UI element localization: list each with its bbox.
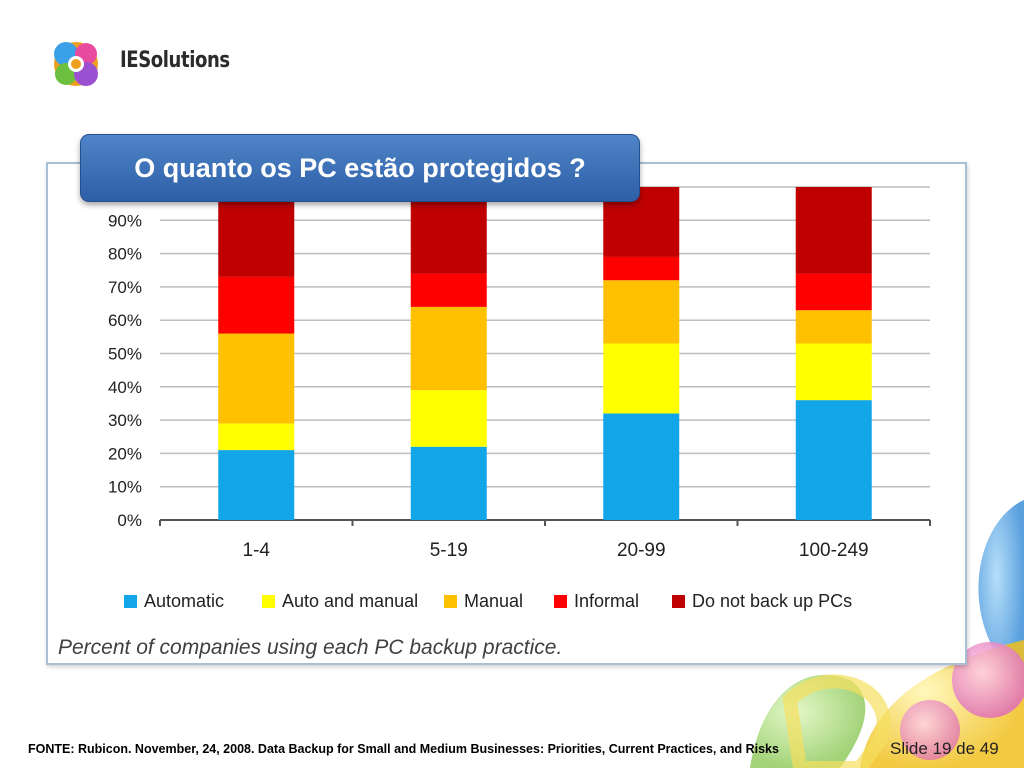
bar-segment-automatic xyxy=(218,450,295,520)
bar-segment-auto-and-manual xyxy=(603,343,680,414)
bar-segment-auto-and-manual xyxy=(795,343,872,401)
y-tick-label: 80% xyxy=(108,245,142,264)
logo-text: IESolutions xyxy=(120,48,230,73)
y-tick-label: 50% xyxy=(108,345,142,364)
y-tick-label: 40% xyxy=(108,378,142,397)
y-tick-label: 70% xyxy=(108,278,142,297)
logo-gear-icon xyxy=(54,42,98,86)
x-tick-label: 100-249 xyxy=(799,540,869,561)
y-tick-label: 0% xyxy=(117,511,142,530)
y-tick-label: 90% xyxy=(108,211,142,230)
bar-segment-automatic xyxy=(795,400,872,520)
legend-label: Auto and manual xyxy=(282,591,418,611)
bar-segment-informal xyxy=(410,273,487,307)
slide-number: Slide 19 de 49 xyxy=(890,739,999,758)
legend-swatch xyxy=(444,595,457,608)
legend-label: Manual xyxy=(464,591,523,611)
bar-segment-manual xyxy=(795,310,872,344)
bar-segment-auto-and-manual xyxy=(218,423,295,451)
y-tick-label: 10% xyxy=(108,478,142,497)
x-tick-label: 1-4 xyxy=(243,540,271,561)
y-tick-label: 60% xyxy=(108,311,142,330)
stacked-bar-chart: 0% 10% 20% 30% 40% 50% 60% 70% 80% 90% 1-4 5-19 20-9… xyxy=(108,186,931,611)
source-citation: FONTE: Rubicon. November, 24, 2008. Data… xyxy=(28,742,779,756)
title-banner: O quanto os PC estão protegidos ? xyxy=(80,134,640,202)
legend-swatch xyxy=(124,595,137,608)
legend-swatch xyxy=(262,595,275,608)
bar-segment-manual xyxy=(603,280,680,344)
y-tick-label: 30% xyxy=(108,411,142,430)
legend-label: Automatic xyxy=(144,591,224,611)
bar-segment-informal xyxy=(603,256,680,281)
bar-segment-manual xyxy=(410,306,487,391)
x-tick-label: 5-19 xyxy=(430,540,468,561)
bar-segment-do-not-back-up-pcs xyxy=(795,187,872,274)
legend-swatch xyxy=(554,595,567,608)
chart-caption: Percent of companies using each PC backu… xyxy=(58,636,563,659)
page-title: O quanto os PC estão protegidos ? xyxy=(134,152,586,183)
bar-segment-automatic xyxy=(410,446,487,520)
legend-swatch xyxy=(672,595,685,608)
chart-panel: 0% 10% 20% 30% 40% 50% 60% 70% 80% 90% 1-4 5-19 20-9… xyxy=(46,162,967,665)
y-tick-label: 20% xyxy=(108,444,142,463)
bar-segment-informal xyxy=(795,273,872,311)
bar-segment-auto-and-manual xyxy=(410,390,487,447)
x-tick-label: 20-99 xyxy=(617,540,666,561)
bar-segment-manual xyxy=(218,333,295,424)
bar-segment-informal xyxy=(218,276,295,334)
legend-label: Do not back up PCs xyxy=(692,591,852,611)
company-logo: IESolutions xyxy=(40,28,240,100)
legend-label: Informal xyxy=(574,591,639,611)
bar-segment-automatic xyxy=(603,413,680,520)
